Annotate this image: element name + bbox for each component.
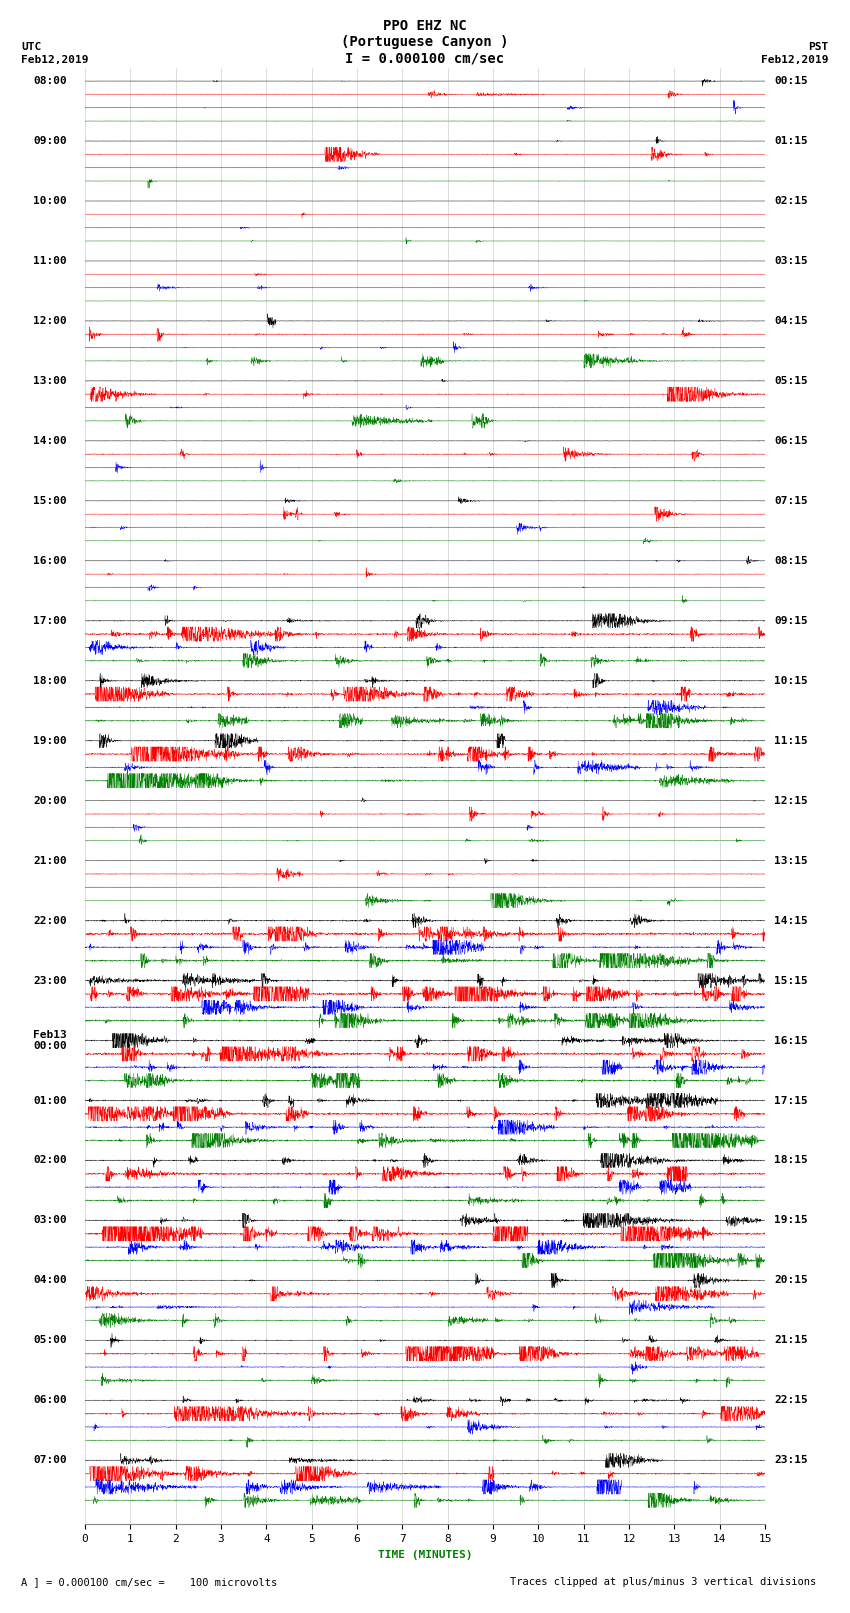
Title: PPO EHZ NC
(Portuguese Canyon )
I = 0.000100 cm/sec: PPO EHZ NC (Portuguese Canyon ) I = 0.00…	[341, 19, 509, 65]
X-axis label: TIME (MINUTES): TIME (MINUTES)	[377, 1550, 473, 1560]
Text: 11:00: 11:00	[33, 256, 67, 266]
Text: 14:00: 14:00	[33, 436, 67, 445]
Text: 21:00: 21:00	[33, 855, 67, 866]
Text: 03:00: 03:00	[33, 1216, 67, 1226]
Text: Feb12,2019: Feb12,2019	[21, 55, 88, 65]
Text: 11:15: 11:15	[774, 736, 808, 745]
Text: 23:00: 23:00	[33, 976, 67, 986]
Text: PST: PST	[808, 42, 829, 52]
Text: 15:15: 15:15	[774, 976, 808, 986]
Text: 00:15: 00:15	[774, 76, 808, 85]
Text: 20:00: 20:00	[33, 795, 67, 805]
Text: 15:00: 15:00	[33, 495, 67, 506]
Text: 01:00: 01:00	[33, 1095, 67, 1105]
Text: 04:15: 04:15	[774, 316, 808, 326]
Text: 08:15: 08:15	[774, 556, 808, 566]
Text: 13:00: 13:00	[33, 376, 67, 386]
Text: Feb12,2019: Feb12,2019	[762, 55, 829, 65]
Text: 02:15: 02:15	[774, 197, 808, 206]
Text: 16:00: 16:00	[33, 556, 67, 566]
Text: 22:15: 22:15	[774, 1395, 808, 1405]
Text: 04:00: 04:00	[33, 1276, 67, 1286]
Text: 14:15: 14:15	[774, 916, 808, 926]
Text: 08:00: 08:00	[33, 76, 67, 85]
Text: 22:00: 22:00	[33, 916, 67, 926]
Text: Feb13
00:00: Feb13 00:00	[33, 1029, 67, 1052]
Text: 17:15: 17:15	[774, 1095, 808, 1105]
Text: 10:00: 10:00	[33, 197, 67, 206]
Text: 03:15: 03:15	[774, 256, 808, 266]
Text: 07:15: 07:15	[774, 495, 808, 506]
Text: 12:15: 12:15	[774, 795, 808, 805]
Text: 06:00: 06:00	[33, 1395, 67, 1405]
Text: 01:15: 01:15	[774, 135, 808, 147]
Text: 12:00: 12:00	[33, 316, 67, 326]
Text: 21:15: 21:15	[774, 1336, 808, 1345]
Text: 23:15: 23:15	[774, 1455, 808, 1465]
Text: 17:00: 17:00	[33, 616, 67, 626]
Text: UTC: UTC	[21, 42, 42, 52]
Text: 19:00: 19:00	[33, 736, 67, 745]
Text: 16:15: 16:15	[774, 1036, 808, 1045]
Text: 10:15: 10:15	[774, 676, 808, 686]
Text: A ] = 0.000100 cm/sec =    100 microvolts: A ] = 0.000100 cm/sec = 100 microvolts	[21, 1578, 277, 1587]
Text: 05:00: 05:00	[33, 1336, 67, 1345]
Text: 09:00: 09:00	[33, 135, 67, 147]
Text: 18:15: 18:15	[774, 1155, 808, 1166]
Text: 02:00: 02:00	[33, 1155, 67, 1166]
Text: 09:15: 09:15	[774, 616, 808, 626]
Text: 06:15: 06:15	[774, 436, 808, 445]
Text: 19:15: 19:15	[774, 1216, 808, 1226]
Text: 05:15: 05:15	[774, 376, 808, 386]
Text: 20:15: 20:15	[774, 1276, 808, 1286]
Text: 13:15: 13:15	[774, 855, 808, 866]
Text: 18:00: 18:00	[33, 676, 67, 686]
Text: Traces clipped at plus/minus 3 vertical divisions: Traces clipped at plus/minus 3 vertical …	[510, 1578, 816, 1587]
Text: 07:00: 07:00	[33, 1455, 67, 1465]
